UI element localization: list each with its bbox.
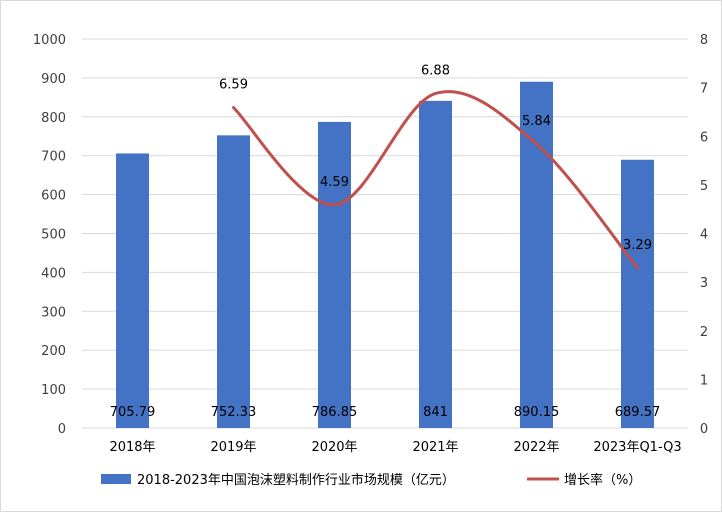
left-tick-label: 300 xyxy=(41,305,66,320)
legend-swatch-bar xyxy=(101,474,131,484)
bar-value-label: 752.33 xyxy=(211,405,257,420)
left-axis: 0 100 200 300 400 500 600 700 800 900 1000 xyxy=(33,33,66,437)
right-tick-label: 0 xyxy=(700,422,708,437)
bar xyxy=(318,121,351,429)
bar xyxy=(217,135,250,428)
line-value-label: 6.88 xyxy=(421,63,450,78)
line-value-label: 6.59 xyxy=(219,78,248,93)
right-tick-label: 6 xyxy=(700,130,708,145)
left-tick-label: 0 xyxy=(58,422,66,437)
legend-label-bar: 2018-2023年中国泡沫塑料制作行业市场规模（亿元） xyxy=(137,472,455,488)
line-value-label: 3.29 xyxy=(623,238,652,253)
category-label: 2019年 xyxy=(210,440,256,455)
left-tick-label: 800 xyxy=(41,111,66,126)
bar-value-label: 890.15 xyxy=(514,405,560,420)
right-tick-label: 4 xyxy=(700,228,708,243)
bar-data-labels: 705.79 752.33 786.85 841 890.15 689.57 xyxy=(110,405,661,420)
right-tick-label: 2 xyxy=(700,325,708,340)
category-axis: 2018年 2019年 2020年 2021年 2022年 2023年Q1-Q3 xyxy=(109,440,681,455)
left-tick-label: 500 xyxy=(41,228,66,243)
bar-value-label: 786.85 xyxy=(312,405,358,420)
bar xyxy=(621,159,654,428)
right-tick-label: 5 xyxy=(700,179,708,194)
growth-rate-line xyxy=(232,90,639,270)
left-tick-label: 900 xyxy=(41,72,66,87)
legend: 2018-2023年中国泡沫塑料制作行业市场规模（亿元） 增长率（%） xyxy=(101,472,641,488)
left-tick-label: 100 xyxy=(41,383,66,398)
left-tick-label: 700 xyxy=(41,150,66,165)
category-label: 2023年Q1-Q3 xyxy=(593,440,681,455)
right-tick-label: 3 xyxy=(700,276,708,291)
bar-series xyxy=(116,81,654,429)
right-axis: 0 1 2 3 4 5 6 7 8 xyxy=(700,33,708,437)
left-tick-label: 200 xyxy=(41,344,66,359)
bar xyxy=(116,153,149,428)
category-label: 2022年 xyxy=(513,440,559,455)
category-label: 2021年 xyxy=(412,440,458,455)
bar-value-label: 705.79 xyxy=(110,405,156,420)
right-tick-label: 7 xyxy=(700,82,708,97)
bar xyxy=(520,81,553,428)
legend-label-line: 增长率（%） xyxy=(564,472,641,488)
gridlines xyxy=(82,38,688,429)
right-tick-label: 8 xyxy=(700,33,708,48)
category-label: 2018年 xyxy=(109,440,155,455)
bar xyxy=(419,100,452,428)
bar-value-label: 841 xyxy=(423,405,448,420)
line-value-label: 4.59 xyxy=(320,175,349,190)
left-tick-label: 400 xyxy=(41,266,66,281)
left-tick-label: 1000 xyxy=(33,33,66,48)
left-tick-label: 600 xyxy=(41,189,66,204)
line-value-label: 5.84 xyxy=(522,114,551,129)
category-label: 2020年 xyxy=(311,440,357,455)
right-tick-label: 1 xyxy=(700,373,708,388)
bar-value-label: 689.57 xyxy=(615,405,661,420)
line-data-labels: 6.59 4.59 6.88 5.84 3.29 xyxy=(219,63,652,253)
line-series xyxy=(232,90,639,270)
